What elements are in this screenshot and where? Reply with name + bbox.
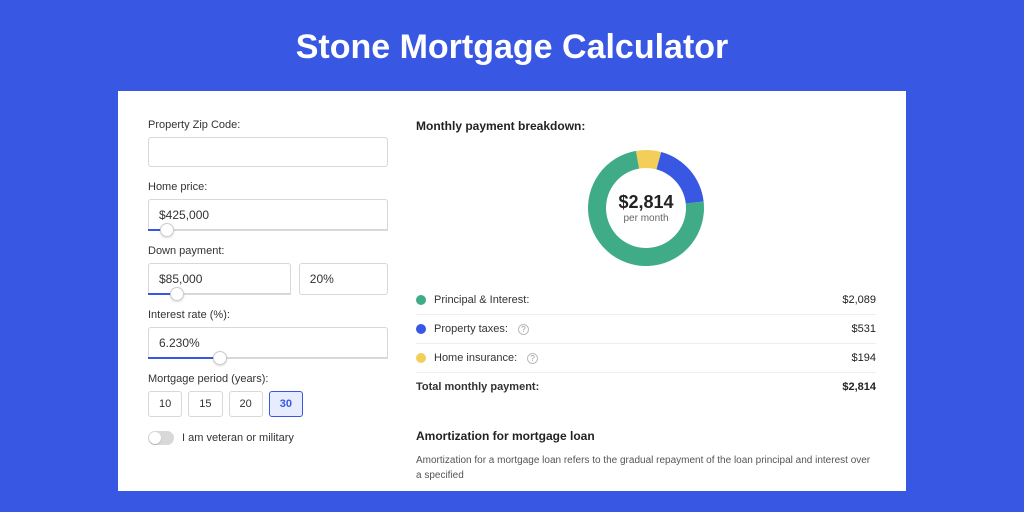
interest-rate-field: Interest rate (%): [148,309,388,359]
legend-swatch [416,353,426,363]
donut-sub: per month [623,213,668,224]
total-label: Total monthly payment: [416,381,539,393]
period-options: 1015 2030 [148,391,388,417]
amortization-section: Amortization for mortgage loan Amortizat… [416,415,876,483]
period-label: Mortgage period (years): [148,373,388,385]
info-icon[interactable]: ? [527,353,538,364]
breakdown-panel: Monthly payment breakdown: $2,814 per mo… [416,119,876,481]
legend-value: $2,089 [842,294,876,306]
legend-row: Home insurance:? $194 [416,344,876,373]
down-payment-label: Down payment: [148,245,388,257]
interest-rate-slider[interactable] [148,357,388,359]
form-panel: Property Zip Code: Home price: Down paym… [148,119,388,481]
down-payment-pct-input[interactable] [299,263,388,295]
donut-center: $2,814 per month [583,145,709,271]
legend-swatch [416,324,426,334]
legend-label: Property taxes: [434,323,508,335]
zip-input[interactable] [148,137,388,167]
home-price-slider[interactable] [148,229,388,231]
period-btn-10[interactable]: 10 [148,391,182,417]
legend-label: Principal & Interest: [434,294,529,306]
amortization-text: Amortization for a mortgage loan refers … [416,453,876,483]
total-value: $2,814 [842,381,876,393]
period-btn-15[interactable]: 15 [188,391,222,417]
legend-total-row: Total monthly payment: $2,814 [416,373,876,401]
period-field: Mortgage period (years): 1015 2030 [148,373,388,417]
down-payment-input[interactable] [148,263,291,295]
period-btn-20[interactable]: 20 [229,391,263,417]
zip-field: Property Zip Code: [148,119,388,167]
home-price-field: Home price: [148,181,388,231]
down-payment-slider[interactable] [148,293,291,295]
legend-row: Principal & Interest: $2,089 [416,286,876,315]
page-title: Stone Mortgage Calculator [0,0,1024,91]
home-price-input[interactable] [148,199,388,231]
veteran-toggle[interactable] [148,431,174,445]
interest-rate-label: Interest rate (%): [148,309,388,321]
calculator-card: Property Zip Code: Home price: Down paym… [118,91,906,491]
donut-wrap: $2,814 per month [416,145,876,271]
veteran-label: I am veteran or military [182,432,294,444]
toggle-knob [149,432,161,444]
amortization-title: Amortization for mortgage loan [416,429,876,443]
zip-label: Property Zip Code: [148,119,388,131]
donut-amount: $2,814 [618,192,673,213]
legend-list: Principal & Interest: $2,089 Property taxe… [416,285,876,401]
down-payment-field: Down payment: [148,245,388,295]
veteran-row: I am veteran or military [148,431,388,445]
legend-value: $531 [852,323,876,335]
legend-value: $194 [852,352,876,364]
payment-donut-chart: $2,814 per month [583,145,709,271]
legend-row: Property taxes:? $531 [416,315,876,344]
info-icon[interactable]: ? [518,324,529,335]
home-price-label: Home price: [148,181,388,193]
breakdown-title: Monthly payment breakdown: [416,119,876,133]
period-btn-30[interactable]: 30 [269,391,303,417]
legend-swatch [416,295,426,305]
interest-rate-input[interactable] [148,327,388,359]
legend-label: Home insurance: [434,352,517,364]
